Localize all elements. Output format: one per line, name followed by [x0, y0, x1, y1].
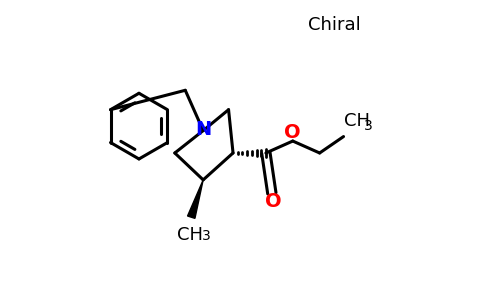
Text: 3: 3	[364, 119, 373, 133]
Text: CH: CH	[177, 226, 203, 244]
Text: Chiral: Chiral	[308, 16, 361, 34]
Text: O: O	[285, 123, 301, 142]
Text: CH: CH	[345, 112, 370, 130]
Text: O: O	[265, 192, 282, 211]
Text: 3: 3	[202, 229, 211, 242]
Text: N: N	[195, 120, 212, 139]
Polygon shape	[187, 180, 203, 218]
